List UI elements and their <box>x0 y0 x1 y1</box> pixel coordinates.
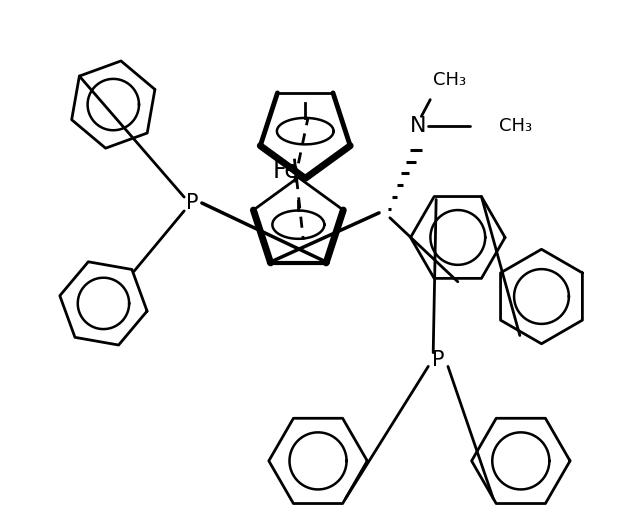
Text: N: N <box>410 116 427 136</box>
Text: CH₃: CH₃ <box>499 117 532 135</box>
Text: Fe: Fe <box>273 159 300 182</box>
Text: P: P <box>186 193 198 213</box>
Text: CH₃: CH₃ <box>433 71 467 89</box>
Text: P: P <box>432 351 444 370</box>
